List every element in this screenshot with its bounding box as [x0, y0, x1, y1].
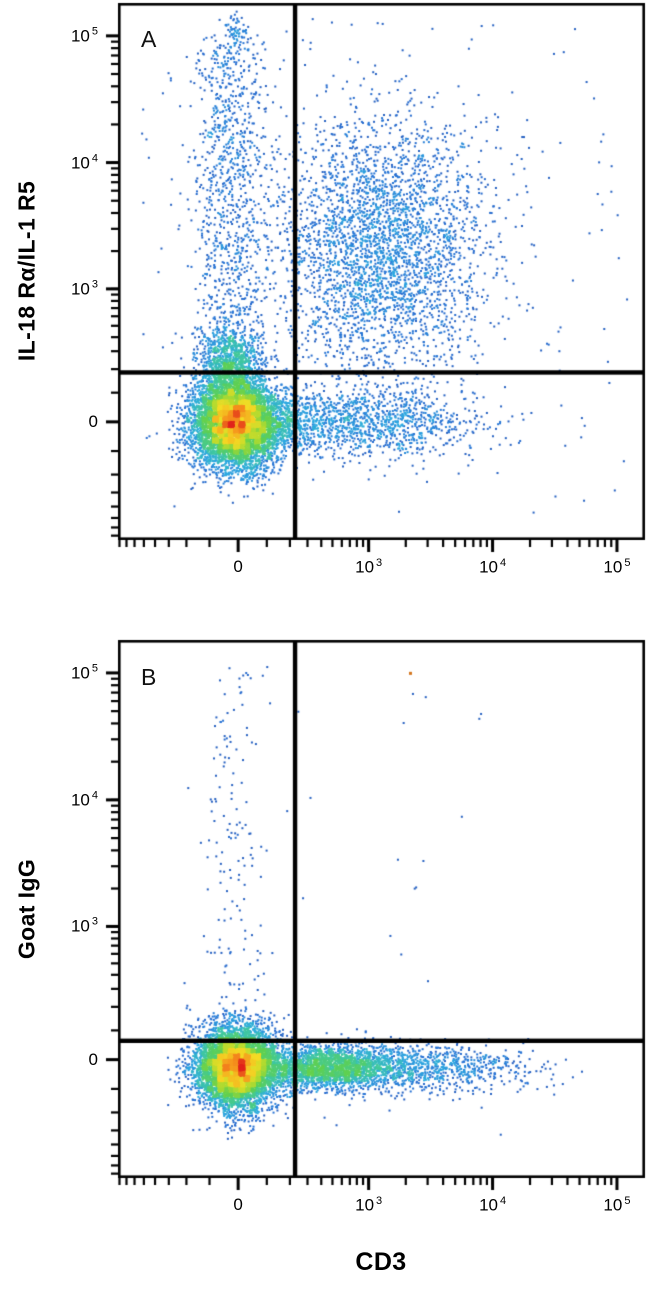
x-tick-label: 0	[233, 1195, 243, 1214]
x-tick-label: 0	[233, 557, 243, 576]
y-tick-label: 0	[88, 1049, 98, 1069]
x-tick-label: 10 3	[355, 1195, 383, 1215]
y-tick-label: 10 4	[70, 152, 98, 172]
x-tick-label: 10 3	[355, 557, 383, 577]
y-tick-label: 10 3	[70, 278, 98, 299]
y-tick-label: 0	[88, 411, 98, 431]
y-tick-label: 10 5	[70, 662, 98, 683]
x-axis-title: CD3	[355, 1248, 407, 1276]
x-tick-label: 10 4	[479, 557, 507, 577]
y-tick-label: 10 5	[70, 25, 98, 46]
x-tick-label: 10 5	[603, 1195, 631, 1215]
panel-a-label: A	[141, 26, 157, 52]
x-tick-label: 10 5	[603, 557, 631, 577]
y-tick-label: 10 3	[70, 916, 98, 936]
y-axis-title-panel-a: IL-18 Rα/IL-1 R5	[13, 180, 40, 362]
y-axis-title-panel-b: Goat IgG	[13, 858, 40, 960]
x-tick-label: 10 4	[479, 1195, 507, 1215]
panel-b-label: B	[141, 664, 157, 690]
y-tick-label: 10 4	[70, 789, 98, 810]
